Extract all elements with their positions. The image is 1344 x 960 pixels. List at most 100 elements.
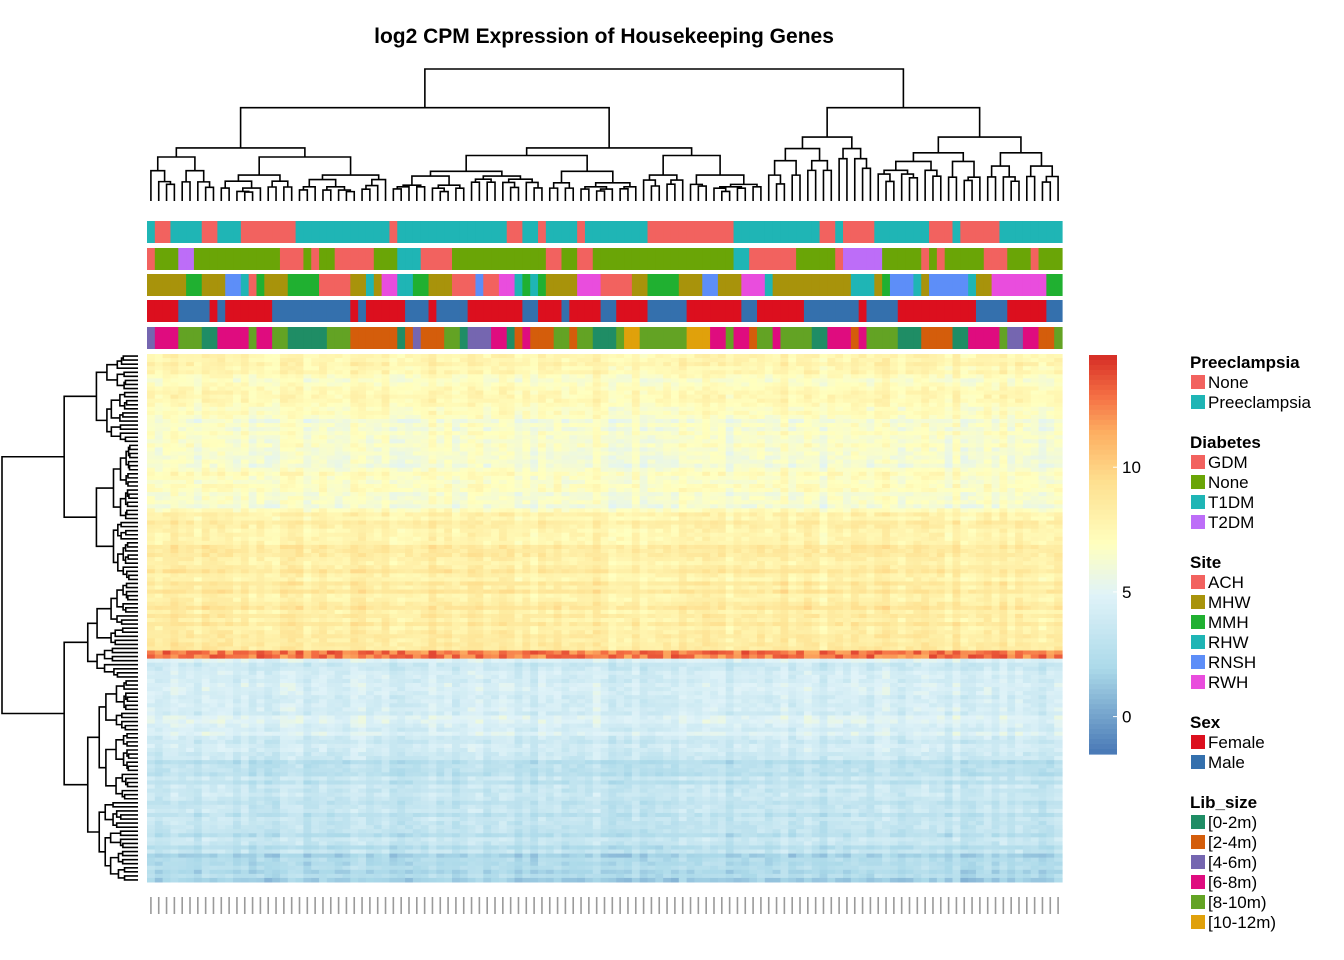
heatmap-cell — [365, 378, 375, 383]
heatmap-cell — [209, 394, 218, 400]
heatmap-cell — [350, 443, 359, 448]
annotation-cell — [733, 300, 742, 322]
heatmap-cell — [663, 358, 672, 363]
heatmap-cell — [428, 402, 437, 408]
heatmap-cell — [279, 386, 289, 392]
heatmap-cell — [749, 488, 758, 493]
heatmap-cell — [170, 439, 179, 444]
heatmap-cell — [819, 378, 828, 383]
annotation-cell — [193, 300, 203, 322]
heatmap-cell — [389, 467, 398, 473]
heatmap-cell — [225, 479, 234, 485]
annotation-cell — [358, 221, 367, 243]
heatmap-cell — [780, 435, 789, 440]
heatmap-cell — [264, 406, 273, 412]
heatmap-cell — [905, 406, 915, 412]
heatmap-cell — [201, 354, 211, 359]
heatmap-cell — [209, 406, 218, 412]
heatmap-cell — [256, 418, 265, 424]
heatmap-cell — [381, 431, 391, 436]
heatmap-cell — [577, 455, 586, 461]
heatmap-cell — [303, 418, 312, 424]
heatmap-cell — [209, 402, 218, 408]
heatmap-cell — [1030, 418, 1040, 424]
heatmap-cell — [757, 410, 766, 416]
heatmap-cell — [663, 414, 672, 420]
heatmap-cell — [287, 459, 297, 465]
heatmap-cell — [866, 471, 875, 477]
annotation-cell — [342, 300, 351, 322]
heatmap-cell — [162, 451, 172, 457]
annotation-cell — [968, 274, 977, 296]
heatmap-cell — [326, 394, 336, 400]
heatmap-cell — [483, 492, 492, 497]
heatmap-cell — [1007, 414, 1016, 420]
heatmap-cell — [897, 479, 907, 485]
heatmap-cell — [577, 382, 586, 387]
heatmap-cell — [506, 459, 516, 465]
heatmap-cell — [272, 475, 281, 481]
heatmap-cell — [929, 402, 938, 408]
heatmap-cell — [639, 390, 649, 396]
heatmap-cell — [358, 459, 367, 465]
heatmap-cell — [584, 382, 594, 387]
heatmap-cell — [420, 496, 430, 501]
heatmap-cell — [193, 414, 203, 420]
annotation-cell — [311, 221, 320, 243]
heatmap-cell — [647, 410, 656, 416]
heatmap-cell — [803, 370, 813, 375]
heatmap-cell — [162, 402, 172, 408]
heatmap-cell — [991, 390, 1001, 396]
heatmap-cell — [678, 471, 688, 477]
heatmap-cell — [999, 463, 1008, 469]
heatmap-cell — [381, 386, 391, 392]
heatmap-cell — [186, 479, 195, 485]
heatmap-cell — [749, 463, 758, 469]
heatmap-cell — [803, 475, 813, 481]
heatmap-cell — [921, 418, 930, 424]
heatmap-cell — [975, 467, 985, 473]
heatmap-cell — [858, 479, 868, 485]
heatmap-cell — [968, 443, 977, 448]
annotation-cell — [240, 248, 250, 270]
annotation-cell — [561, 248, 570, 270]
heatmap-cell — [201, 435, 211, 440]
heatmap-cell — [561, 402, 570, 408]
heatmap-cell — [154, 418, 164, 424]
heatmap-cell — [178, 374, 187, 379]
heatmap-cell — [655, 439, 664, 444]
dendrogram-branch — [126, 501, 138, 508]
heatmap-cell — [819, 435, 828, 440]
annotation-cell — [514, 248, 523, 270]
heatmap-cell — [592, 354, 602, 359]
heatmap-cell — [647, 358, 656, 363]
heatmap-cell — [803, 362, 813, 367]
heatmap-cell — [561, 354, 570, 359]
heatmap-cell — [686, 394, 696, 400]
heatmap-cell — [553, 414, 563, 420]
heatmap-cell — [647, 447, 656, 452]
heatmap-cell — [365, 471, 375, 477]
heatmap-cell — [944, 447, 954, 452]
heatmap-cell — [452, 483, 461, 489]
heatmap-cell — [225, 382, 234, 387]
annotation-cell — [913, 327, 922, 349]
heatmap-cell — [334, 455, 344, 461]
heatmap-cell — [631, 459, 641, 465]
heatmap-cell — [694, 398, 703, 404]
heatmap-cell — [389, 475, 398, 481]
heatmap-cell — [1046, 427, 1055, 432]
heatmap-cell — [428, 362, 437, 367]
heatmap-cell — [475, 492, 484, 497]
heatmap-cell — [811, 443, 821, 448]
heatmap-cell — [936, 386, 946, 392]
heatmap-cell — [342, 439, 351, 444]
heatmap-cell — [530, 447, 539, 452]
annotation-cell — [921, 327, 930, 349]
heatmap-cell — [999, 382, 1008, 387]
heatmap-cell — [381, 427, 391, 432]
annotation-cell — [358, 327, 367, 349]
heatmap-cell — [522, 471, 531, 477]
heatmap-cell — [225, 492, 234, 497]
heatmap-cell — [944, 479, 954, 485]
